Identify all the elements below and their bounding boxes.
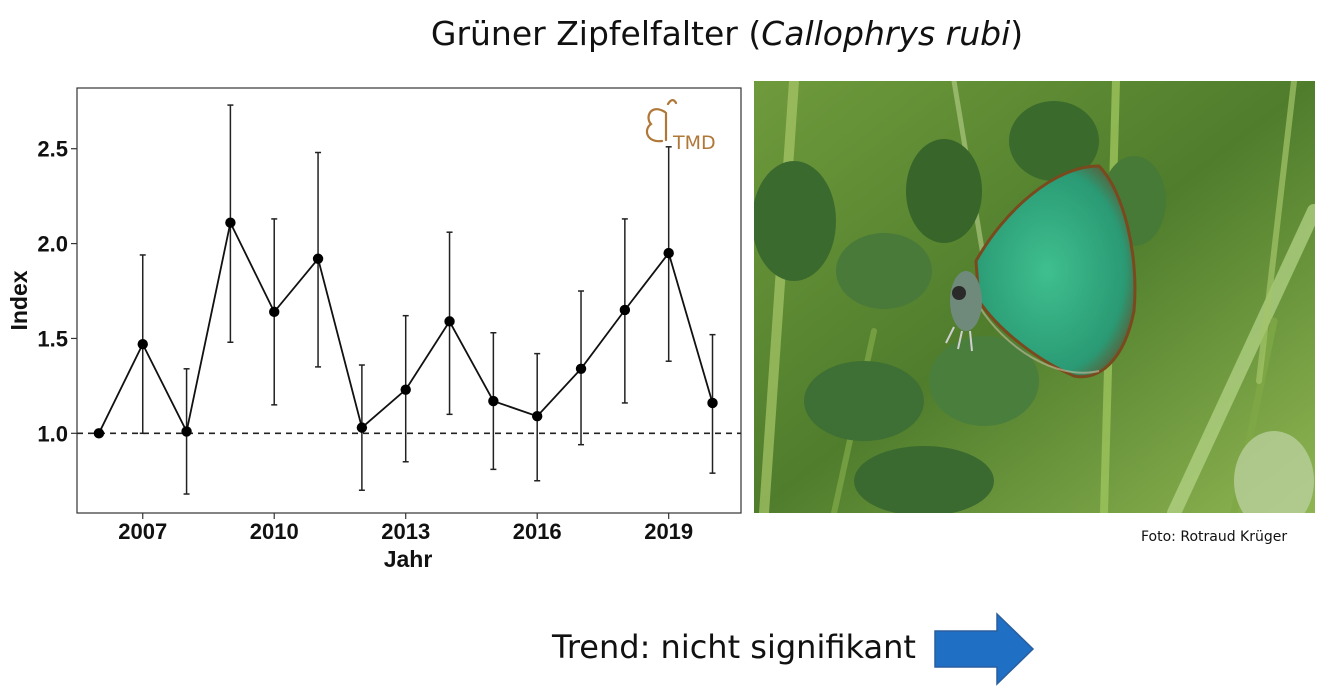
y-axis-label: Index xyxy=(6,270,32,330)
data-point xyxy=(488,395,499,407)
trend-arrow-icon xyxy=(934,612,1035,686)
data-point xyxy=(663,247,674,259)
trend-arrow-shape xyxy=(934,612,1035,686)
page-title: Grüner Zipfelfalter (Callophrys rubi) xyxy=(0,14,1317,53)
data-point xyxy=(400,384,411,395)
data-point xyxy=(137,338,148,350)
data-point xyxy=(707,397,718,409)
title-species: Callophrys rubi xyxy=(761,14,1011,53)
data-point xyxy=(619,304,631,316)
data-point xyxy=(312,253,324,264)
x-tick-label: 2010 xyxy=(250,519,299,544)
x-tick-label: 2019 xyxy=(644,519,693,544)
butterfly-logo-icon xyxy=(645,99,678,143)
title-suffix: ) xyxy=(1010,14,1024,53)
data-point xyxy=(575,363,587,375)
tmd-logo-text: TMD xyxy=(672,132,716,154)
chart-marks xyxy=(77,104,741,495)
x-axis-label: Jahr xyxy=(384,546,433,572)
y-tick-label: 1.5 xyxy=(37,326,68,351)
y-tick-label: 2.5 xyxy=(37,137,68,162)
plot-frame xyxy=(76,87,742,514)
index-chart: 1.0 1.5 2.0 2.5 2007 2010 2013 2016 2019 Jahr Inde… xyxy=(6,87,742,572)
x-tick-label: 2013 xyxy=(381,519,430,544)
data-point xyxy=(356,422,368,433)
data-point xyxy=(225,217,236,228)
data-point xyxy=(181,426,192,437)
data-point xyxy=(444,316,455,327)
data-point xyxy=(531,411,543,422)
title-prefix: Grüner Zipfelfalter ( xyxy=(430,14,762,53)
chart-axes: 1.0 1.5 2.0 2.5 2007 2010 2013 2016 2019 Jahr Inde… xyxy=(6,87,742,572)
data-point xyxy=(93,428,105,439)
y-tick-label: 2.0 xyxy=(37,232,68,257)
butterfly-photo xyxy=(754,81,1315,513)
photo-credit: Foto: Rotraud Krüger xyxy=(1141,529,1288,545)
tmd-logo: TMD xyxy=(645,99,716,154)
butterfly-photo-image xyxy=(754,81,1315,513)
data-point xyxy=(269,306,280,318)
trend-label: Trend: nicht signifikant xyxy=(552,628,916,666)
y-tick-label: 1.0 xyxy=(37,421,68,446)
x-tick-label: 2007 xyxy=(118,519,167,544)
butterfly-icon xyxy=(945,164,1137,379)
x-tick-label: 2016 xyxy=(513,519,562,544)
